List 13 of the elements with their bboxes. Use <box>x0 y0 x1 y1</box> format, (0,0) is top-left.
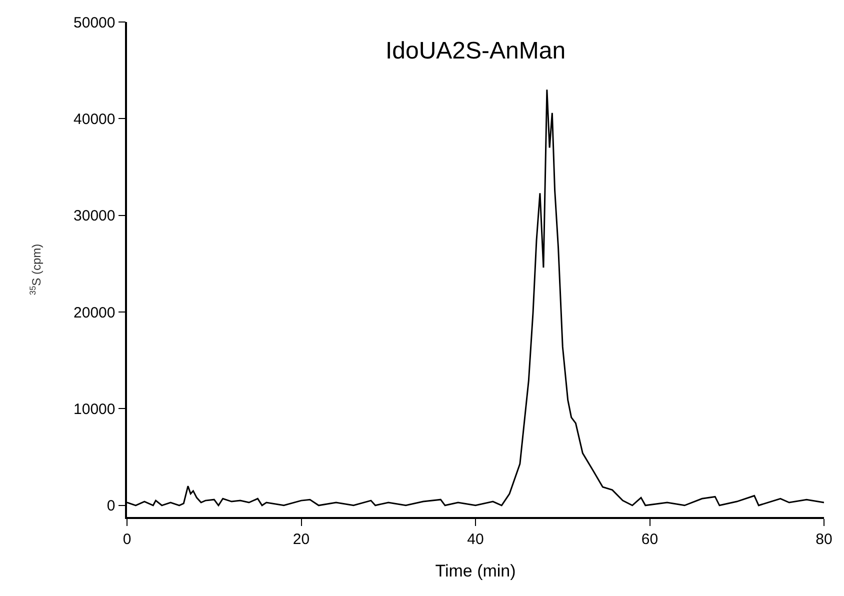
x-axis-title: Time (min) <box>435 562 516 581</box>
y-tick-label: 0 <box>106 498 116 515</box>
y-tick-label: 40000 <box>74 110 116 128</box>
x-tick-label: 40 <box>467 530 484 548</box>
text: IdoUA2S-AnMan <box>385 38 566 65</box>
x-tick-label: 0 <box>122 530 132 548</box>
x-tick-label: 60 <box>641 530 658 548</box>
y-tick-label: 30000 <box>74 208 116 225</box>
x-tick-label: 20 <box>292 530 310 548</box>
x-tick-label: 80 <box>816 530 832 548</box>
y-tick-label: 10000 <box>74 400 116 418</box>
y-tick-label: 50000 <box>74 14 116 32</box>
y-tick-label: 20000 <box>74 304 116 322</box>
